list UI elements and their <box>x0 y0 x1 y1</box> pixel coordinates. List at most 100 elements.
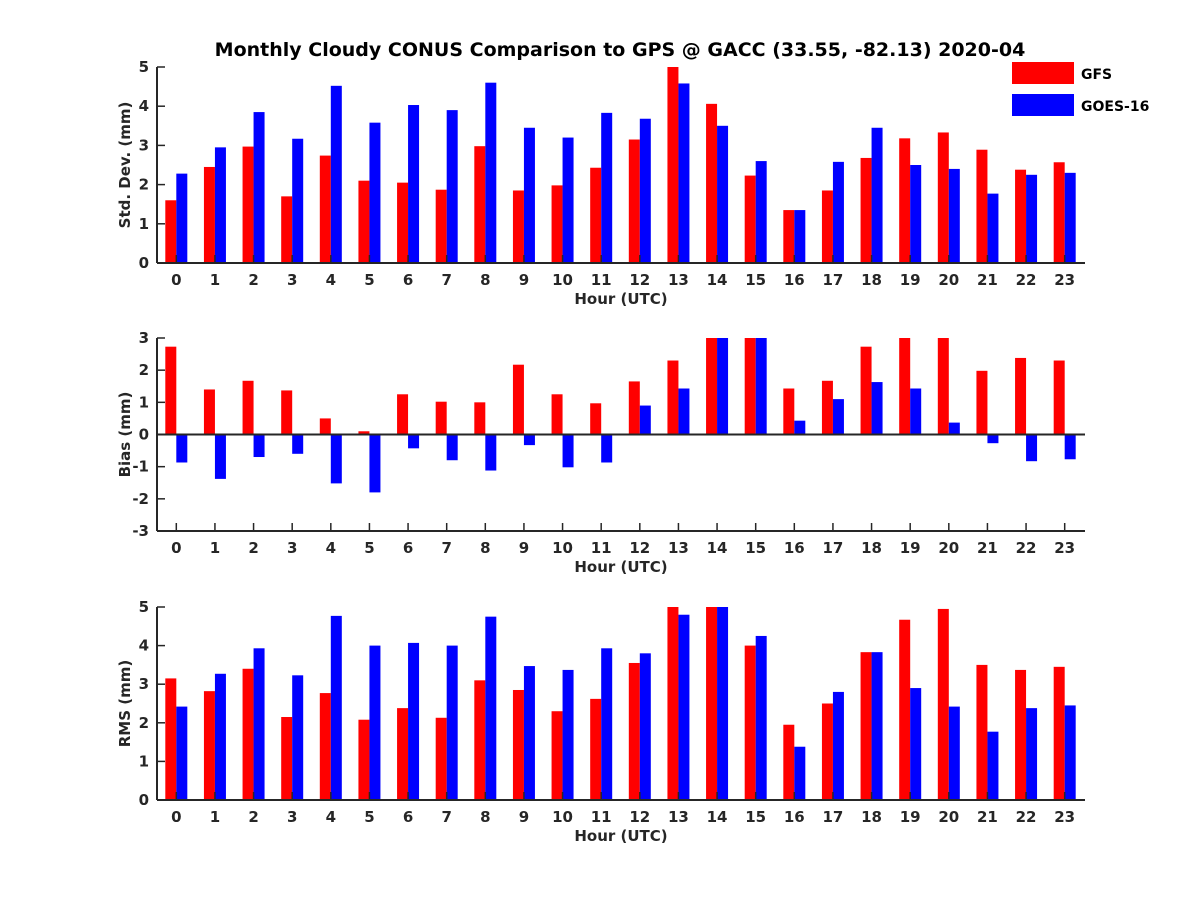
y-tick-label: -2 <box>132 490 149 508</box>
bar-gfs-14 <box>706 338 718 435</box>
x-tick-label: 15 <box>745 808 766 826</box>
x-tick-label: 10 <box>552 808 573 826</box>
x-tick-label: 1 <box>210 271 220 289</box>
bar-goes-16-0 <box>176 173 188 263</box>
bar-gfs-15 <box>744 175 756 263</box>
bar-goes-16-0 <box>176 706 188 800</box>
bar-gfs-2 <box>242 668 254 800</box>
bar-goes-16-19 <box>910 388 922 435</box>
x-tick-label: 19 <box>900 539 921 557</box>
x-tick-label: 20 <box>938 808 959 826</box>
x-tick-label: 13 <box>668 808 689 826</box>
y-tick-label: 0 <box>139 426 149 444</box>
bar-goes-16-18 <box>871 382 883 435</box>
bar-gfs-1 <box>203 389 215 435</box>
bar-gfs-15 <box>744 338 756 435</box>
bar-goes-16-20 <box>948 168 960 263</box>
bar-goes-16-5 <box>369 122 381 263</box>
x-tick-label: 10 <box>552 271 573 289</box>
bar-gfs-5 <box>358 431 370 435</box>
bar-goes-16-23 <box>1064 705 1076 800</box>
bar-gfs-8 <box>474 402 486 435</box>
x-tick-label: 7 <box>441 808 451 826</box>
x-tick-label: 11 <box>591 539 612 557</box>
bar-goes-16-10 <box>562 434 574 468</box>
y-tick-label: 3 <box>139 136 149 154</box>
x-tick-label: 9 <box>519 539 529 557</box>
bar-gfs-5 <box>358 719 370 800</box>
x-tick-label: 21 <box>977 271 998 289</box>
x-tick-label: 13 <box>668 271 689 289</box>
bar-gfs-22 <box>1015 357 1027 435</box>
y-tick-label: 1 <box>139 215 149 233</box>
x-tick-label: 1 <box>210 539 220 557</box>
bar-gfs-13 <box>667 360 679 435</box>
x-tick-label: 6 <box>403 539 413 557</box>
bar-gfs-10 <box>551 711 563 800</box>
bar-gfs-6 <box>397 394 409 435</box>
bar-goes-16-16 <box>794 746 806 800</box>
bar-gfs-15 <box>744 645 756 800</box>
bar-gfs-21 <box>976 664 988 800</box>
bar-gfs-17 <box>821 380 833 435</box>
x-axis-label: Hour (UTC) <box>574 827 667 845</box>
x-tick-label: 9 <box>519 808 529 826</box>
bar-gfs-17 <box>821 190 833 263</box>
bar-goes-16-1 <box>214 434 226 479</box>
x-tick-label: 19 <box>900 271 921 289</box>
legend-swatch-gfs <box>1012 62 1074 84</box>
bar-goes-16-17 <box>832 161 844 263</box>
bar-gfs-19 <box>899 338 911 435</box>
x-tick-label: 7 <box>441 271 451 289</box>
y-tick-label: 0 <box>139 254 149 272</box>
bar-goes-16-8 <box>485 434 497 471</box>
bar-gfs-9 <box>512 364 524 435</box>
bar-goes-16-1 <box>214 673 226 800</box>
x-tick-label: 6 <box>403 271 413 289</box>
bar-gfs-4 <box>319 418 331 435</box>
bar-goes-16-19 <box>910 165 922 263</box>
x-tick-label: 21 <box>977 808 998 826</box>
x-tick-label: 14 <box>707 539 728 557</box>
bar-gfs-16 <box>783 388 795 435</box>
bar-gfs-22 <box>1015 669 1027 800</box>
x-tick-label: 12 <box>629 271 650 289</box>
bar-goes-16-16 <box>794 210 806 263</box>
bar-goes-16-11 <box>601 434 613 463</box>
bar-goes-16-14 <box>717 338 729 435</box>
bar-gfs-11 <box>590 167 602 263</box>
x-tick-label: 22 <box>1016 808 1037 826</box>
bar-gfs-19 <box>899 138 911 263</box>
y-axis-label: Std. Dev. (mm) <box>116 102 134 229</box>
bar-goes-16-14 <box>717 607 729 800</box>
bar-gfs-13 <box>667 67 679 263</box>
bar-gfs-2 <box>242 380 254 435</box>
y-tick-label: 5 <box>139 58 149 76</box>
bar-goes-16-9 <box>523 127 535 263</box>
bar-gfs-23 <box>1053 162 1065 263</box>
x-tick-label: 22 <box>1016 271 1037 289</box>
x-tick-label: 5 <box>364 271 374 289</box>
bar-goes-16-3 <box>292 138 304 263</box>
bar-gfs-8 <box>474 680 486 800</box>
bar-gfs-12 <box>628 139 640 263</box>
bar-gfs-19 <box>899 619 911 800</box>
x-tick-label: 23 <box>1054 808 1075 826</box>
bar-goes-16-3 <box>292 434 304 454</box>
bar-goes-16-10 <box>562 669 574 800</box>
bar-gfs-21 <box>976 370 988 435</box>
bar-goes-16-11 <box>601 112 613 263</box>
x-tick-label: 18 <box>861 808 882 826</box>
y-axis-label: RMS (mm) <box>116 660 134 747</box>
bar-gfs-3 <box>281 717 293 800</box>
x-axis-label: Hour (UTC) <box>574 290 667 308</box>
x-tick-label: 4 <box>326 539 336 557</box>
bar-goes-16-11 <box>601 648 613 800</box>
bar-goes-16-16 <box>794 420 806 435</box>
bar-gfs-20 <box>937 132 949 263</box>
bar-goes-16-19 <box>910 688 922 800</box>
bar-goes-16-4 <box>330 615 342 800</box>
